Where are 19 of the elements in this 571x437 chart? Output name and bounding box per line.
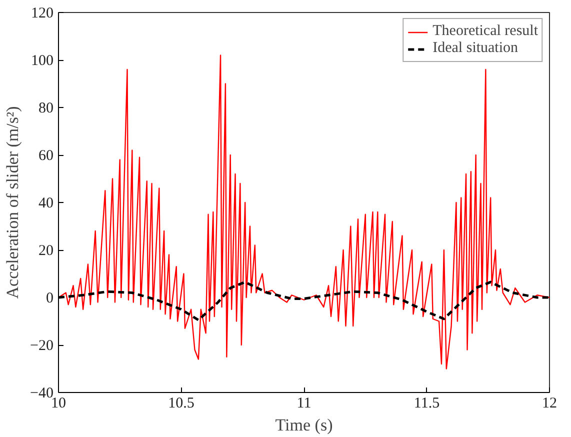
legend-label: Theoretical result	[432, 23, 538, 40]
x-tick-label: 12	[542, 396, 557, 412]
y-tick-label: 0	[46, 290, 54, 306]
y-tick-label: 60	[38, 148, 54, 164]
y-tick-label: 120	[31, 6, 54, 22]
line-series	[58, 54, 550, 370]
y-tick-label: −40	[30, 386, 54, 402]
legend-label: Ideal situation	[432, 40, 518, 57]
x-tick-label: 10.5	[168, 396, 194, 412]
x-axis-title: Time (s)	[275, 416, 333, 434]
y-axis-title: Acceleration of slider (m/s²)	[3, 106, 22, 299]
y-tick-label: 40	[38, 196, 54, 212]
x-tick-label: 10	[51, 396, 66, 412]
y-tick-label: 100	[31, 53, 54, 69]
y-tick-label: 20	[38, 243, 54, 259]
x-tick-label: 11	[296, 396, 312, 412]
y-tick-label: −20	[30, 338, 54, 354]
y-tick-label: 80	[38, 100, 54, 116]
x-tick-label: 11.5	[414, 396, 440, 412]
